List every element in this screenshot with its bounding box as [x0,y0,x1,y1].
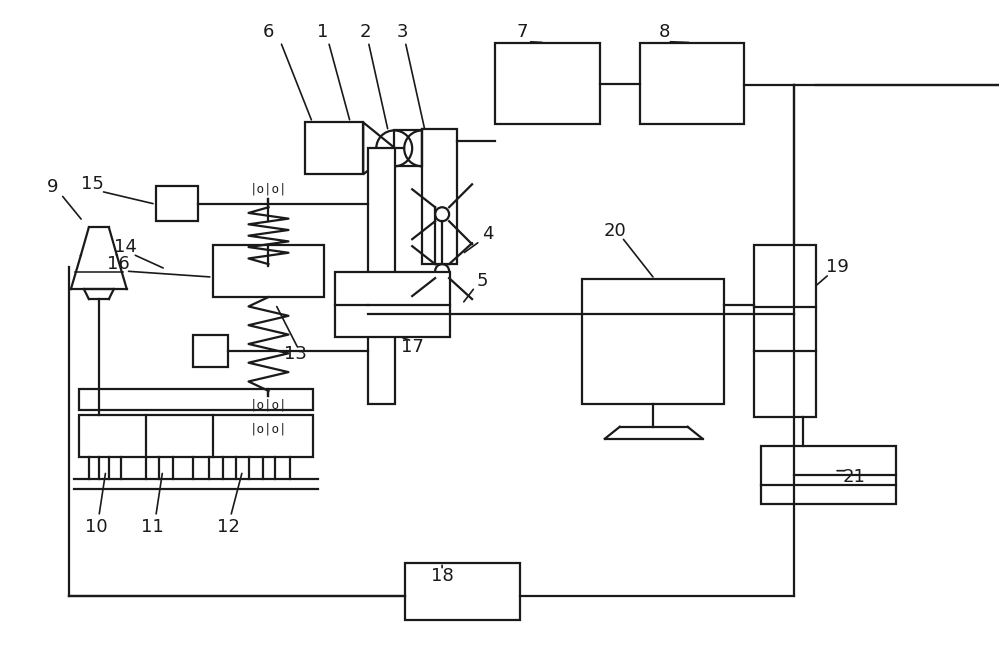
Text: 6: 6 [263,22,274,41]
Bar [640,43,744,125]
Text: |o|o|: |o|o| [250,183,287,195]
Bar [305,123,363,175]
Text: 21: 21 [843,468,866,486]
Bar [156,186,198,221]
Bar [368,148,395,404]
Text: 10: 10 [85,517,107,536]
Text: 4: 4 [482,225,494,243]
Text: 5: 5 [476,272,488,290]
Text: |o|o|: |o|o| [250,399,287,412]
Bar [405,563,520,620]
Text: 18: 18 [431,567,453,585]
Text: 2: 2 [360,22,371,41]
Bar [495,43,600,125]
Text: 15: 15 [81,175,104,193]
Text: 1: 1 [317,22,328,41]
Text: 8: 8 [659,22,670,41]
Polygon shape [363,123,395,175]
Text: |o|o|: |o|o| [250,423,287,436]
Bar [193,335,228,367]
Text: 3: 3 [396,22,408,41]
Bar [582,279,724,404]
Text: 13: 13 [284,345,307,363]
Text: 7: 7 [516,22,528,41]
Text: 14: 14 [114,238,137,256]
Bar [79,389,313,410]
Text: 16: 16 [107,255,130,273]
Text: 11: 11 [141,517,164,536]
Text: 19: 19 [826,258,849,276]
Text: 9: 9 [47,179,59,196]
Bar [335,272,450,337]
Bar [213,245,324,297]
Bar [79,415,313,457]
Bar [754,245,816,416]
Bar [394,130,422,166]
Text: 20: 20 [603,222,626,241]
Text: 12: 12 [217,517,240,536]
Text: 17: 17 [401,338,424,356]
Bar [422,129,457,264]
Bar [761,445,896,503]
